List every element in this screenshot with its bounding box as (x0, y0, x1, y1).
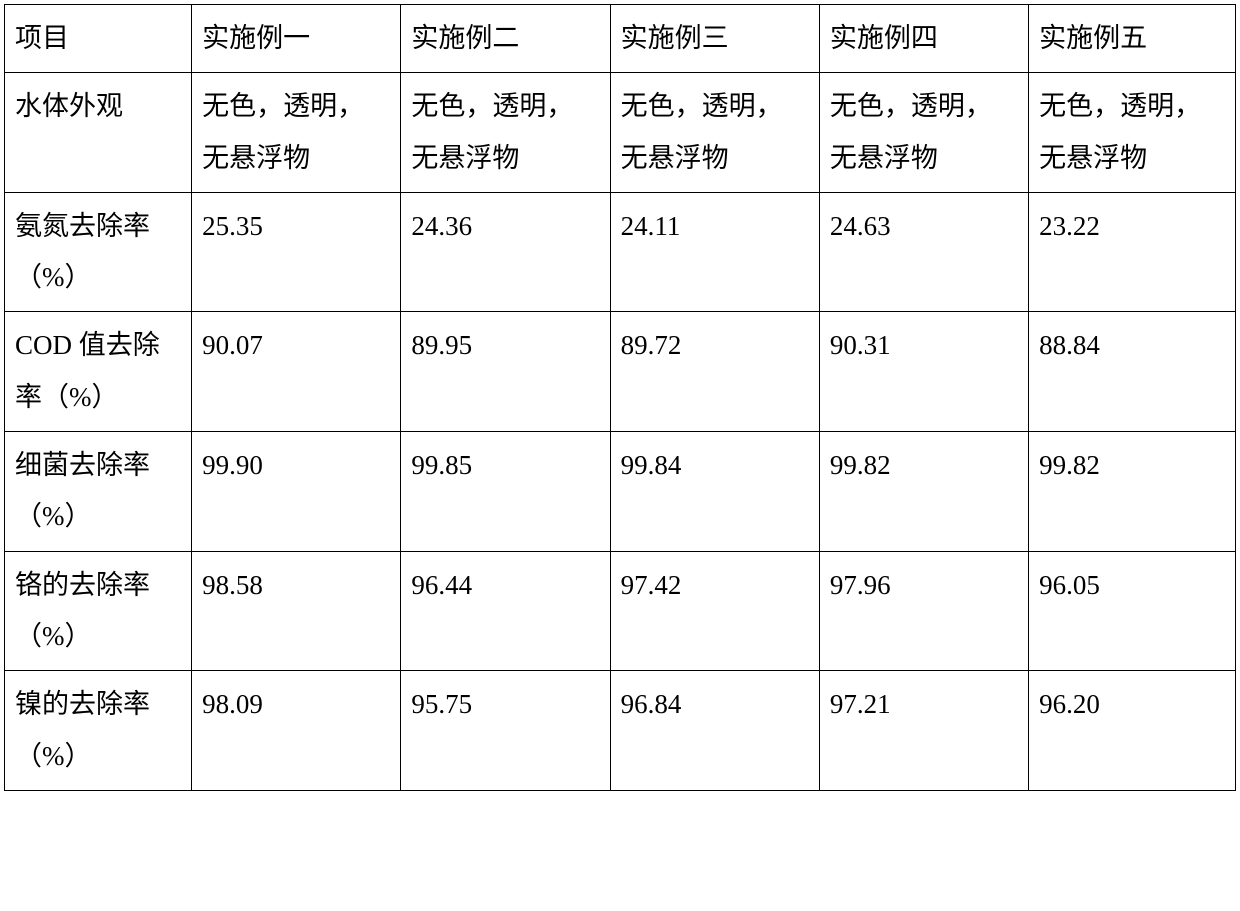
row-label: 氨氮去除率（%） (5, 192, 192, 312)
row-value: 89.72 (610, 312, 819, 432)
table-row: 铬的去除率（%） 98.58 96.44 97.42 97.96 96.05 (5, 551, 1236, 671)
row-label: 水体外观 (5, 73, 192, 193)
header-cell-4: 实施例四 (819, 5, 1028, 73)
row-value: 无色，透明，无悬浮物 (819, 73, 1028, 193)
row-value: 98.09 (192, 671, 401, 791)
row-label: 铬的去除率（%） (5, 551, 192, 671)
row-value: 99.90 (192, 432, 401, 552)
row-value: 98.58 (192, 551, 401, 671)
row-value: 24.36 (401, 192, 610, 312)
row-value: 96.44 (401, 551, 610, 671)
table-row: 氨氮去除率（%） 25.35 24.36 24.11 24.63 23.22 (5, 192, 1236, 312)
row-value: 24.11 (610, 192, 819, 312)
row-value: 无色，透明，无悬浮物 (610, 73, 819, 193)
header-cell-3: 实施例三 (610, 5, 819, 73)
row-value: 99.82 (1029, 432, 1236, 552)
row-value: 无色，透明，无悬浮物 (192, 73, 401, 193)
row-value: 25.35 (192, 192, 401, 312)
row-value: 无色，透明，无悬浮物 (401, 73, 610, 193)
row-value: 88.84 (1029, 312, 1236, 432)
header-cell-0: 项目 (5, 5, 192, 73)
row-label: 镍的去除率（%） (5, 671, 192, 791)
row-label: COD 值去除率（%） (5, 312, 192, 432)
row-value: 97.21 (819, 671, 1028, 791)
header-cell-5: 实施例五 (1029, 5, 1236, 73)
row-value: 24.63 (819, 192, 1028, 312)
row-value: 23.22 (1029, 192, 1236, 312)
row-label: 细菌去除率（%） (5, 432, 192, 552)
row-value: 96.05 (1029, 551, 1236, 671)
table-body: 项目 实施例一 实施例二 实施例三 实施例四 实施例五 水体外观 无色，透明，无… (5, 5, 1236, 791)
header-cell-1: 实施例一 (192, 5, 401, 73)
row-value: 89.95 (401, 312, 610, 432)
table-row: 细菌去除率（%） 99.90 99.85 99.84 99.82 99.82 (5, 432, 1236, 552)
row-value: 97.42 (610, 551, 819, 671)
table-row: 镍的去除率（%） 98.09 95.75 96.84 97.21 96.20 (5, 671, 1236, 791)
table-row: COD 值去除率（%） 90.07 89.95 89.72 90.31 88.8… (5, 312, 1236, 432)
data-table: 项目 实施例一 实施例二 实施例三 实施例四 实施例五 水体外观 无色，透明，无… (4, 4, 1236, 791)
row-value: 99.84 (610, 432, 819, 552)
header-cell-2: 实施例二 (401, 5, 610, 73)
row-value: 97.96 (819, 551, 1028, 671)
row-value: 99.82 (819, 432, 1028, 552)
row-value: 99.85 (401, 432, 610, 552)
row-value: 90.07 (192, 312, 401, 432)
row-value: 90.31 (819, 312, 1028, 432)
row-value: 95.75 (401, 671, 610, 791)
table-header-row: 项目 实施例一 实施例二 实施例三 实施例四 实施例五 (5, 5, 1236, 73)
table-row: 水体外观 无色，透明，无悬浮物 无色，透明，无悬浮物 无色，透明，无悬浮物 无色… (5, 73, 1236, 193)
row-value: 96.84 (610, 671, 819, 791)
row-value: 无色，透明，无悬浮物 (1029, 73, 1236, 193)
row-value: 96.20 (1029, 671, 1236, 791)
